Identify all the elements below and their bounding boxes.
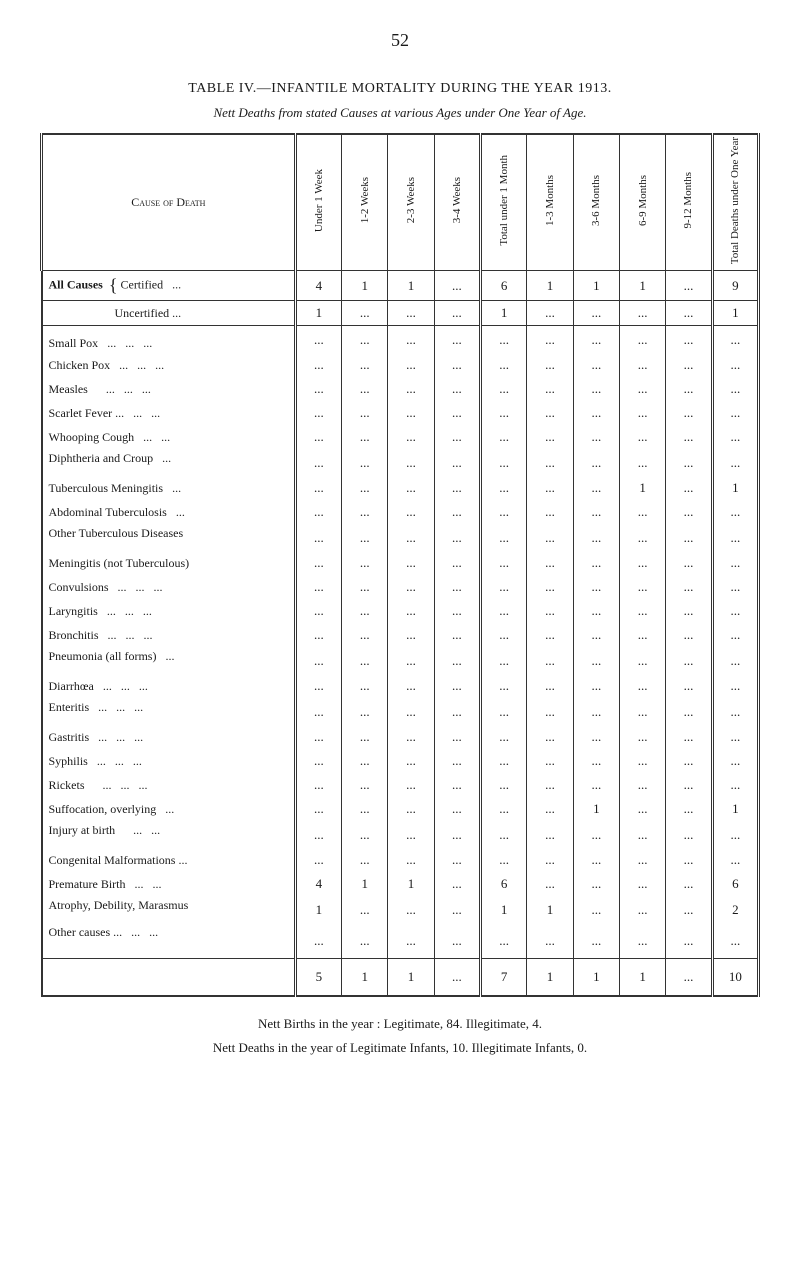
cell-cause: Tuberculous Meningitis ... xyxy=(42,476,296,500)
header-cause: Cause of Death xyxy=(42,134,296,271)
footer: Nett Births in the year : Legitimate, 84… xyxy=(40,1012,760,1059)
header-col5: Total under 1 Month xyxy=(481,134,527,271)
cell-data: 1 xyxy=(481,301,527,326)
cell-data: ... xyxy=(620,301,666,326)
row-suffocation: Suffocation, overlying ... .............… xyxy=(42,797,759,821)
row-measles: Measles ... ... ... ....................… xyxy=(42,377,759,401)
row-convulsions: Convulsions ... ... ... ................… xyxy=(42,575,759,599)
cell-cause: Syphilis ... ... ... xyxy=(42,749,296,773)
cell-cause: Abdominal Tuberculosis ... xyxy=(42,500,296,524)
row-certified: All Causes { Certified ... 4 1 1 ... 6 1… xyxy=(42,271,759,301)
cell-data: 1 xyxy=(388,271,434,301)
row-uncertified: Uncertified ... 1 ... ... ... 1 ... ... … xyxy=(42,301,759,326)
row-meningitis: Meningitis (not Tuberculous) ...........… xyxy=(42,551,759,575)
cell-data: ... xyxy=(434,301,480,326)
cell-cause: Diphtheria and Croup ... xyxy=(42,449,296,476)
cell-data: 1 xyxy=(342,271,388,301)
cell-cause: Other causes ... ... ... xyxy=(42,923,296,959)
row-other-tuberculous: Other Tuberculous Diseases .............… xyxy=(42,524,759,551)
header-col10: Total Deaths under One Year xyxy=(712,134,758,271)
table-title: TABLE IV.—INFANTILE MORTALITY DURING THE… xyxy=(40,81,760,97)
footer-line2: Nett Deaths in the year of Legitimate In… xyxy=(40,1036,760,1059)
header-col3: 2-3 Weeks xyxy=(388,134,434,271)
cell-cause: Diarrhœa ... ... ... xyxy=(42,674,296,698)
row-other-causes: Other causes ... ... ... ...............… xyxy=(42,923,759,959)
cell-data: ... xyxy=(434,271,480,301)
row-rickets: Rickets ... ... ... ....................… xyxy=(42,773,759,797)
header-row: Cause of Death Under 1 Week 1-2 Weeks 2-… xyxy=(42,134,759,271)
cell-cause: Other Tuberculous Diseases xyxy=(42,524,296,551)
cell-data: ... xyxy=(666,271,712,301)
footer-line1: Nett Births in the year : Legitimate, 84… xyxy=(40,1012,760,1035)
row-totals: 5 1 1 ... 7 1 1 1 ... 10 xyxy=(42,959,759,997)
table-subtitle: Nett Deaths from stated Causes at variou… xyxy=(40,105,760,121)
row-syphilis: Syphilis ... ... ... ...................… xyxy=(42,749,759,773)
row-whooping-cough: Whooping Cough ... ... .................… xyxy=(42,425,759,449)
cell-totals-label xyxy=(42,959,296,997)
row-small-pox: Small Pox ... ... ... ..................… xyxy=(42,326,759,354)
header-col2: 1-2 Weeks xyxy=(342,134,388,271)
cell-cause: Suffocation, overlying ... xyxy=(42,797,296,821)
row-bronchitis: Bronchitis ... ... ... .................… xyxy=(42,623,759,647)
row-congenital: Congenital Malformations ... ...........… xyxy=(42,848,759,872)
cell-data: ... xyxy=(527,301,573,326)
cell-cause: Scarlet Fever ... ... ... xyxy=(42,401,296,425)
cell-cause: Convulsions ... ... ... xyxy=(42,575,296,599)
row-gastritis: Gastritis ... ... ... ..................… xyxy=(42,725,759,749)
row-injury: Injury at birth ... ... ................… xyxy=(42,821,759,848)
header-col1: Under 1 Week xyxy=(295,134,341,271)
cell-all-causes-certified: All Causes { Certified ... xyxy=(42,271,296,301)
cell-cause: Chicken Pox ... ... ... xyxy=(42,353,296,377)
cell-cause: Measles ... ... ... xyxy=(42,377,296,401)
cell-data: 1 xyxy=(295,301,341,326)
cell-cause: Pneumonia (all forms) ... xyxy=(42,647,296,674)
mortality-table: Cause of Death Under 1 Week 1-2 Weeks 2-… xyxy=(40,133,760,997)
header-col4: 3-4 Weeks xyxy=(434,134,480,271)
row-pneumonia: Pneumonia (all forms) ... ..............… xyxy=(42,647,759,674)
row-atrophy: Atrophy, Debility, Marasmus 1.........11… xyxy=(42,896,759,923)
header-col6: 1-3 Months xyxy=(527,134,573,271)
cell-cause: Meningitis (not Tuberculous) xyxy=(42,551,296,575)
row-tuberculous-meningitis: Tuberculous Meningitis ... .............… xyxy=(42,476,759,500)
cell-cause: Congenital Malformations ... xyxy=(42,848,296,872)
cell-data: ... xyxy=(666,301,712,326)
cell-cause: Atrophy, Debility, Marasmus xyxy=(42,896,296,923)
row-diarrhoea: Diarrhœa ... ... ... ...................… xyxy=(42,674,759,698)
header-col9: 9-12 Months xyxy=(666,134,712,271)
row-chicken-pox: Chicken Pox ... ... ... ................… xyxy=(42,353,759,377)
row-premature: Premature Birth ... ... 411...6.........… xyxy=(42,872,759,896)
cell-cause: Rickets ... ... ... xyxy=(42,773,296,797)
cell-all-causes-uncertified: Uncertified ... xyxy=(42,301,296,326)
cell-data: 4 xyxy=(295,271,341,301)
row-laryngitis: Laryngitis ... ... ... .................… xyxy=(42,599,759,623)
cell-cause: Whooping Cough ... ... xyxy=(42,425,296,449)
row-diphtheria: Diphtheria and Croup ... ...............… xyxy=(42,449,759,476)
row-enteritis: Enteritis ... ... ... ..................… xyxy=(42,698,759,725)
cell-cause: Premature Birth ... ... xyxy=(42,872,296,896)
cell-cause: Small Pox ... ... ... xyxy=(42,326,296,354)
row-scarlet-fever: Scarlet Fever ... ... ... ..............… xyxy=(42,401,759,425)
row-abdominal-tuberculosis: Abdominal Tuberculosis ... .............… xyxy=(42,500,759,524)
cell-data: 1 xyxy=(712,301,758,326)
cell-data: ... xyxy=(388,301,434,326)
cell-data: 9 xyxy=(712,271,758,301)
page-number: 52 xyxy=(40,30,760,51)
cell-cause: Gastritis ... ... ... xyxy=(42,725,296,749)
header-col8: 6-9 Months xyxy=(620,134,666,271)
cell-data: 1 xyxy=(527,271,573,301)
cell-data: ... xyxy=(342,301,388,326)
cell-cause: Laryngitis ... ... ... xyxy=(42,599,296,623)
cell-cause: Bronchitis ... ... ... xyxy=(42,623,296,647)
cell-data: 1 xyxy=(620,271,666,301)
cell-data: ... xyxy=(573,301,619,326)
cell-data: 1 xyxy=(573,271,619,301)
header-col7: 3-6 Months xyxy=(573,134,619,271)
cell-cause: Injury at birth ... ... xyxy=(42,821,296,848)
cell-cause: Enteritis ... ... ... xyxy=(42,698,296,725)
cell-data: 6 xyxy=(481,271,527,301)
